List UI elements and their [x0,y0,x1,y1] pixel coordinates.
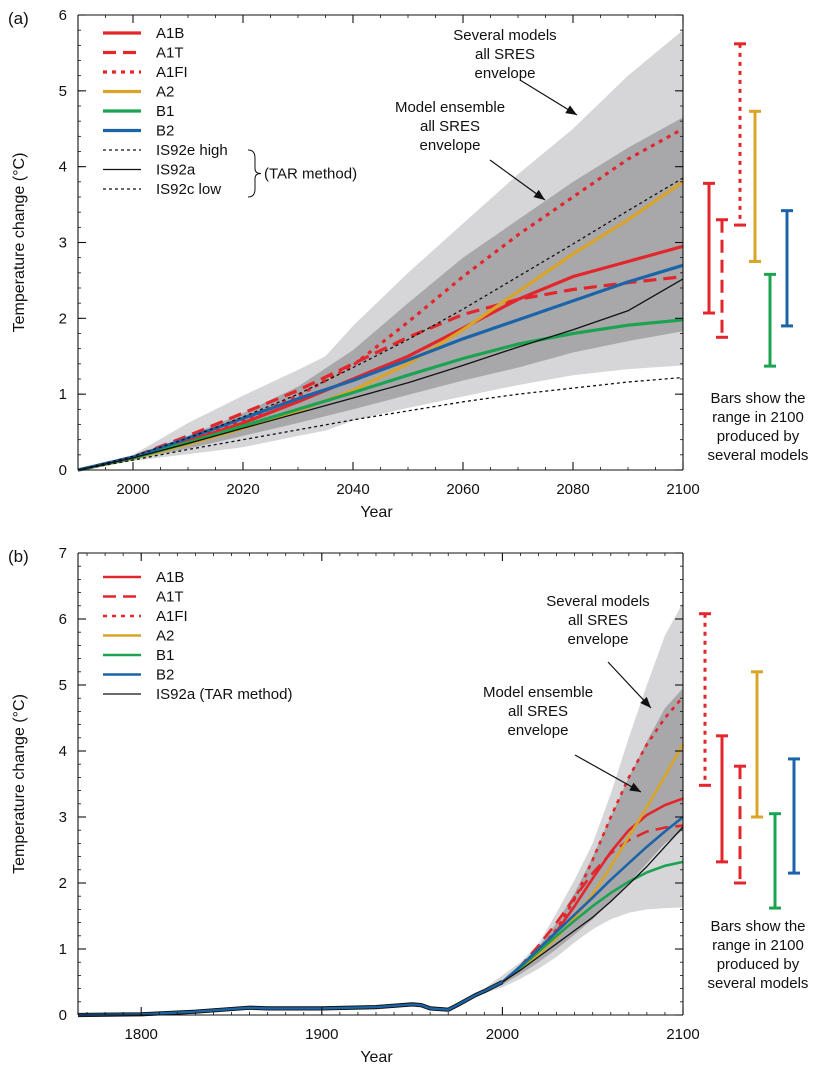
x-tick-label: 2040 [336,481,369,498]
series-is92a-line [77,278,684,471]
legend-label-a2: A2 [156,628,174,645]
annotation-several-models: Several models [546,593,649,610]
legend-label-a1fi: A1FI [156,64,188,81]
envelope-model-ensemble-all-sres-envelope [78,117,683,470]
series-is92a-tar-method-line [502,826,684,983]
y-tick-label: 0 [59,462,67,479]
arrow-several-models-shaft [519,79,578,116]
arrow-model-ensemble-head [629,782,641,792]
annotation-bars-note: range in 2100 [712,937,804,954]
series-historical [77,980,503,1017]
x-tick-label: 2020 [226,481,259,498]
x-tick-label: 1900 [305,1026,338,1043]
annotation-bars-note: produced by [717,956,800,973]
x-tick-label: 2000 [116,481,149,498]
panel-label: (b) [8,547,29,566]
legend-group-note: (TAR method) [264,166,357,183]
series-a2-line [501,743,685,984]
x-tick-label: 2100 [666,481,699,498]
y-tick-label: 1 [59,386,67,403]
legend-label-a1b: A1B [156,569,184,586]
legend-label-b1: B1 [156,647,174,664]
x-tick-label: 2060 [446,481,479,498]
series-is92c-low-line [77,376,684,471]
legend-brace [247,149,262,198]
panel-label: (a) [8,9,29,28]
annotation-model-ensemble: all SRES [420,118,480,135]
annotation-several-models: envelope [568,631,629,648]
arrow-several-models-head [565,105,577,115]
annotation-model-ensemble: envelope [508,722,569,739]
annotation-bars-note: several models [708,447,809,464]
annotation-model-ensemble: Model ensemble [483,684,593,701]
y-tick-label: 2 [59,875,67,892]
arrow-model-ensemble-head [533,189,545,200]
x-tick-label: 1800 [125,1026,158,1043]
annotation-model-ensemble: Model ensemble [395,99,505,116]
y-tick-label: 6 [59,7,67,24]
y-tick-label: 4 [59,743,67,760]
annotation-several-models: envelope [475,65,536,82]
series-b1-line [501,860,684,984]
series-a1t-line [77,275,684,472]
arrow-model-ensemble-shaft [574,754,642,793]
y-tick-label: 3 [59,809,67,826]
annotation-model-ensemble: envelope [420,137,481,154]
legend-label-b1: B1 [156,103,174,120]
annotation-several-models: all SRES [568,612,628,629]
y-tick-label: 7 [59,545,67,562]
annotation-bars-note: Bars show the [710,390,805,407]
y-tick-label: 6 [59,611,67,628]
legend-label-b2: B2 [156,667,174,684]
annotation-bars-note: Bars show the [710,918,805,935]
arrow-model-ensemble-shaft [489,159,546,201]
envelope-several-models-all-sres-envelope [484,602,683,994]
series-a1t-line [501,824,684,983]
legend-label-a1t: A1T [156,45,184,62]
annotation-model-ensemble: all SRES [508,703,568,720]
legend-label-is92e-high: IS92e high [156,142,228,159]
y-axis-title: Temperature change (°C) [11,694,28,874]
y-axis-title: Temperature change (°C) [11,153,28,333]
annotation-bars-note: produced by [717,428,800,445]
y-tick-label: 4 [59,159,67,176]
series-b2-line [501,815,684,983]
legend-label-is92a-tar-method: IS92a (TAR method) [156,686,292,703]
series-is92e-high-line [77,177,684,471]
y-tick-label: 1 [59,941,67,958]
legend-label-a1fi: A1FI [156,608,188,625]
legend-label-is92a: IS92a [156,162,196,179]
legend-label-is92c-low: IS92c low [156,181,221,198]
x-tick-label: 2080 [556,481,589,498]
x-axis-title: Year [360,504,393,521]
y-tick-label: 3 [59,235,67,252]
arrow-several-models-head [640,696,651,708]
x-tick-label: 2000 [486,1026,519,1043]
panel-a: 2000 2020 2040 2060 2080 2100 0 1 2 3 4 5 6 Year Tempe… [8,7,808,521]
y-tick-label: 0 [59,1007,67,1024]
annotation-several-models: all SRES [475,46,535,63]
y-tick-label: 5 [59,83,67,100]
y-tick-label: 5 [59,677,67,694]
legend-label-a1t: A1T [156,589,184,606]
panel-b: 1800 1900 2000 2100 0 1 2 3 4 5 6 7 Year Temperature … [8,545,808,1066]
annotation-bars-note: several models [708,975,809,992]
annotation-several-models: Several models [453,27,556,44]
x-tick-label: 2100 [666,1026,699,1043]
legend-label-b2: B2 [156,123,174,140]
y-tick-label: 2 [59,310,67,327]
x-axis-title: Year [360,1049,393,1066]
envelope-model-ensemble-all-sres-envelope [484,688,683,993]
legend-label-a1b: A1B [156,25,184,42]
annotation-bars-note: range in 2100 [712,409,804,426]
legend-label-a2: A2 [156,84,174,101]
